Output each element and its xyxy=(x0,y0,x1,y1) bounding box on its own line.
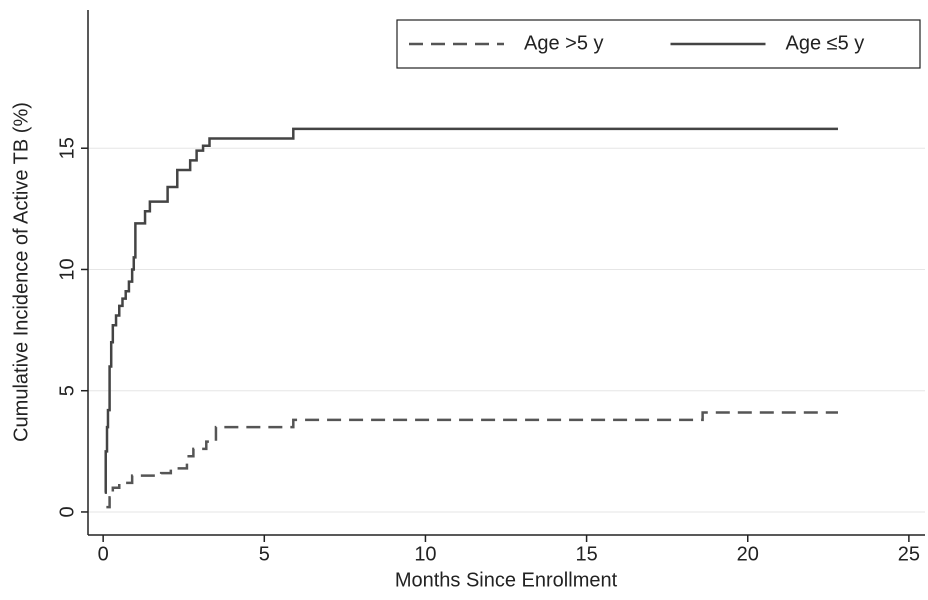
y-tick-label: 10 xyxy=(56,258,78,280)
legend-label: Age >5 y xyxy=(524,32,604,54)
step-line xyxy=(106,411,838,509)
y-axis-label: Cumulative Incidence of Active TB (%) xyxy=(10,102,32,442)
y-tick-label: 5 xyxy=(56,385,78,396)
step-line xyxy=(104,127,838,494)
x-tick-label: 0 xyxy=(98,543,109,565)
x-tick-label: 15 xyxy=(575,543,597,565)
x-axis-label: Months Since Enrollment xyxy=(395,569,618,591)
y-tick-label: 15 xyxy=(56,137,78,159)
x-tick-label: 10 xyxy=(414,543,436,565)
x-tick-label: 25 xyxy=(898,543,920,565)
x-tick-label: 5 xyxy=(259,543,270,565)
y-tick-label: 0 xyxy=(56,506,78,517)
legend-label: Age ≤5 y xyxy=(786,32,865,54)
x-tick-label: 20 xyxy=(737,543,759,565)
